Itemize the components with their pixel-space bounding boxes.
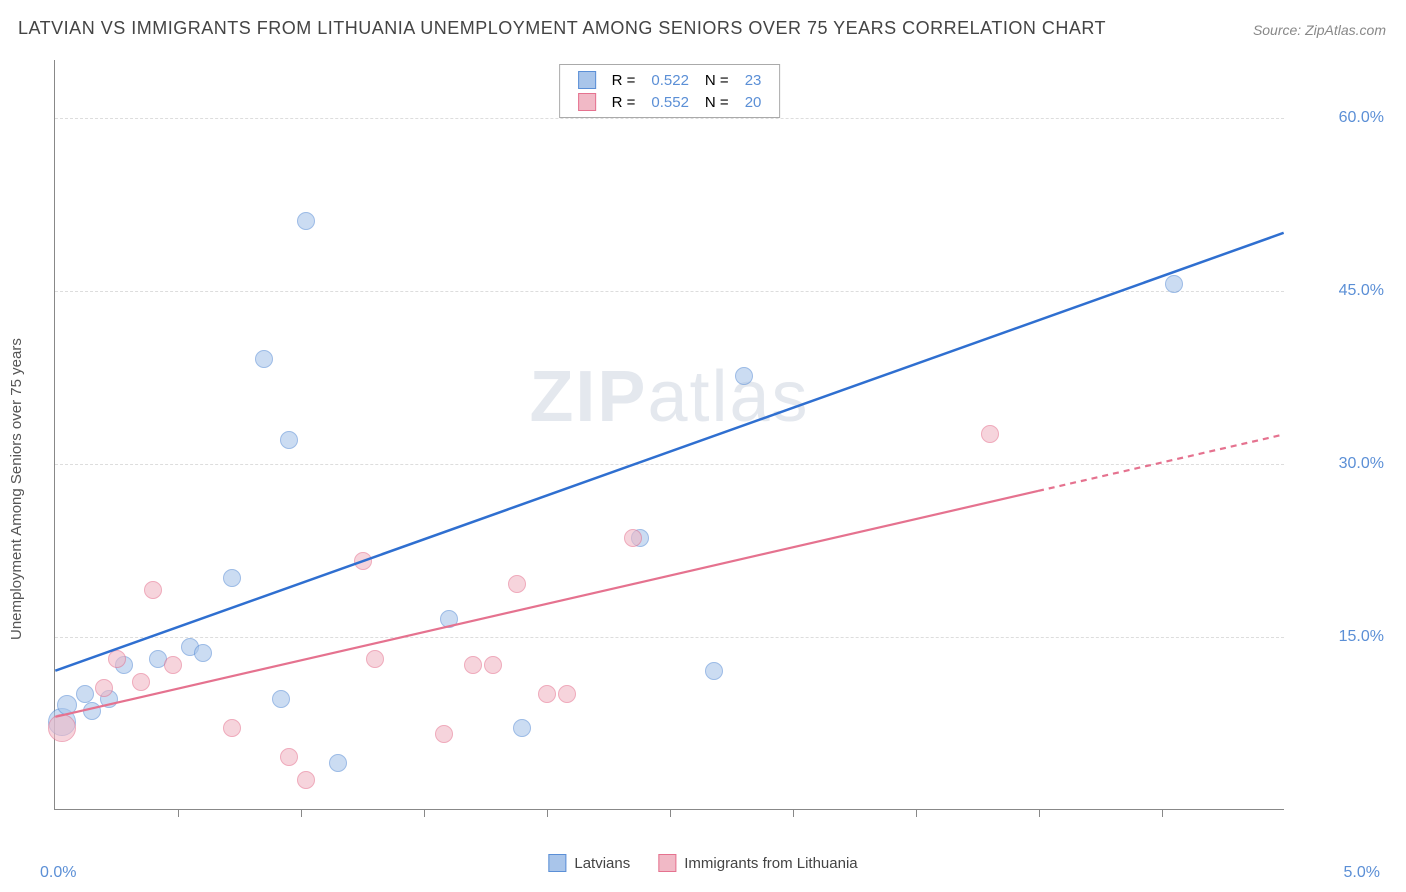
x-origin-label: 0.0% — [40, 864, 76, 882]
x-tick — [1162, 809, 1163, 817]
data-point — [435, 725, 453, 743]
y-tick-label: 30.0% — [1294, 455, 1384, 473]
legend-n-label: N = — [697, 69, 737, 91]
data-point — [48, 714, 76, 742]
legend-row: R =0.552N =20 — [570, 91, 770, 113]
data-point — [223, 569, 241, 587]
x-tick — [424, 809, 425, 817]
x-tick — [301, 809, 302, 817]
trend-lines — [55, 60, 1284, 809]
x-tick — [916, 809, 917, 817]
data-point — [76, 685, 94, 703]
gridline — [55, 637, 1284, 638]
data-point — [366, 650, 384, 668]
legend-swatch — [548, 854, 566, 872]
data-point — [981, 425, 999, 443]
data-point — [223, 719, 241, 737]
x-tick — [670, 809, 671, 817]
trend-line — [55, 491, 1038, 717]
data-point — [108, 650, 126, 668]
data-point — [144, 581, 162, 599]
data-point — [272, 690, 290, 708]
legend-swatch — [578, 93, 596, 111]
data-point — [1165, 275, 1183, 293]
legend-r-value: 0.552 — [643, 91, 697, 113]
legend-label: Latvians — [574, 855, 630, 872]
data-point — [508, 575, 526, 593]
data-point — [513, 719, 531, 737]
data-point — [297, 212, 315, 230]
data-point — [484, 656, 502, 674]
data-point — [538, 685, 556, 703]
legend-r-value: 0.522 — [643, 69, 697, 91]
x-tick — [793, 809, 794, 817]
legend-r-label: R = — [604, 91, 644, 113]
trend-line — [55, 233, 1283, 671]
x-tick — [178, 809, 179, 817]
legend-r-label: R = — [604, 69, 644, 91]
source-credit: Source: ZipAtlas.com — [1253, 22, 1386, 38]
data-point — [464, 656, 482, 674]
legend-swatch — [658, 854, 676, 872]
legend-row: R =0.522N =23 — [570, 69, 770, 91]
data-point — [132, 673, 150, 691]
plot-area: ZIPatlas R =0.522N =23R =0.552N =20 15.0… — [54, 60, 1284, 810]
legend-series: Latvians Immigrants from Lithuania — [548, 854, 857, 872]
y-tick-label: 45.0% — [1294, 282, 1384, 300]
gridline — [55, 291, 1284, 292]
data-point — [57, 695, 77, 715]
data-point — [194, 644, 212, 662]
data-point — [624, 529, 642, 547]
legend-correlation: R =0.522N =23R =0.552N =20 — [559, 64, 781, 118]
data-point — [255, 350, 273, 368]
x-max-label: 5.0% — [1344, 864, 1380, 882]
watermark: ZIPatlas — [529, 356, 809, 438]
y-tick-label: 15.0% — [1294, 628, 1384, 646]
legend-n-value: 23 — [737, 69, 770, 91]
y-tick-label: 60.0% — [1294, 109, 1384, 127]
data-point — [705, 662, 723, 680]
legend-label: Immigrants from Lithuania — [684, 855, 857, 872]
data-point — [95, 679, 113, 697]
x-tick — [1039, 809, 1040, 817]
legend-swatch — [578, 71, 596, 89]
data-point — [280, 748, 298, 766]
data-point — [164, 656, 182, 674]
chart-title: LATVIAN VS IMMIGRANTS FROM LITHUANIA UNE… — [18, 18, 1106, 39]
legend-n-value: 20 — [737, 91, 770, 113]
legend-item: Immigrants from Lithuania — [658, 854, 857, 872]
data-point — [354, 552, 372, 570]
data-point — [440, 610, 458, 628]
legend-item: Latvians — [548, 854, 630, 872]
x-tick — [547, 809, 548, 817]
data-point — [735, 367, 753, 385]
legend-n-label: N = — [697, 91, 737, 113]
data-point — [83, 702, 101, 720]
trend-line-extrapolated — [1038, 435, 1284, 491]
data-point — [558, 685, 576, 703]
data-point — [329, 754, 347, 772]
data-point — [280, 431, 298, 449]
data-point — [297, 771, 315, 789]
gridline — [55, 464, 1284, 465]
